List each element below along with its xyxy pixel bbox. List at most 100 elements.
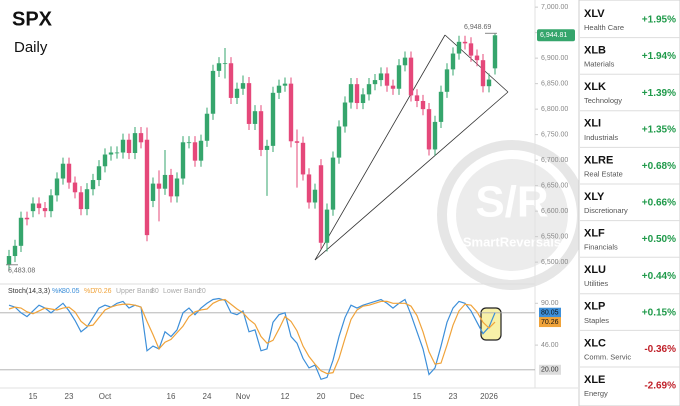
- y-tick-label: 46.00: [541, 342, 559, 349]
- sector-name: Industrials: [584, 133, 618, 142]
- sector-change: +0.15%: [642, 307, 676, 318]
- sector-name: Technology: [584, 96, 622, 105]
- candle-body: [462, 41, 468, 44]
- candle-body: [234, 88, 240, 98]
- legend-text: %D: [84, 288, 95, 295]
- legend-text: 80.05: [62, 288, 80, 295]
- sector-name: Energy: [584, 389, 608, 398]
- candle-body: [408, 57, 414, 96]
- candle-body: [144, 139, 150, 236]
- candle-body: [66, 163, 72, 183]
- candle-body: [420, 100, 426, 110]
- sector-ticker: XLI: [584, 118, 601, 130]
- x-tick-label: Dec: [350, 392, 364, 401]
- x-tick-label: Nov: [236, 392, 250, 401]
- sector-change: -0.36%: [644, 344, 676, 355]
- candle-body: [468, 43, 474, 56]
- candle-body: [342, 102, 348, 127]
- sector-panel: [578, 0, 680, 406]
- sector-ticker: XLC: [584, 337, 606, 349]
- sector-change: +0.50%: [642, 234, 676, 245]
- candle-body: [252, 111, 258, 124]
- candle-body: [48, 195, 54, 212]
- trendline: [314, 34, 446, 261]
- candle-body: [192, 142, 198, 161]
- candle-body: [186, 142, 192, 144]
- y-tick-label: 6,850.00: [541, 80, 568, 87]
- sector-ticker: XLU: [584, 264, 606, 276]
- candle-body: [276, 85, 282, 93]
- candle-body: [390, 85, 396, 89]
- legend-text: Lower Band: [163, 288, 200, 295]
- sector-name: Utilities: [584, 279, 608, 288]
- y-tick-label: 7,000.00: [541, 4, 568, 11]
- annotation-label: 6,483.08: [8, 268, 35, 275]
- sector-ticker: XLE: [584, 374, 605, 386]
- candle-body: [36, 203, 42, 209]
- candle-body: [84, 189, 90, 210]
- sector-name: Materials: [584, 60, 615, 69]
- candle-body: [204, 113, 210, 141]
- candle-body: [486, 79, 492, 87]
- sector-name: Comm. Servic: [584, 352, 631, 361]
- trendline: [314, 91, 509, 261]
- y-tick-label: 6,600.00: [541, 208, 568, 215]
- candle-body: [18, 217, 24, 246]
- candle-body: [24, 217, 30, 220]
- candle-body: [42, 208, 48, 212]
- x-tick-label: 2026: [480, 392, 498, 401]
- x-tick-label: 24: [203, 392, 212, 401]
- candle-body: [492, 35, 498, 69]
- candle-body: [444, 69, 450, 92]
- candle-body: [354, 84, 360, 104]
- candle-body: [324, 209, 330, 243]
- band-badge: [539, 364, 561, 375]
- candle-body: [414, 95, 420, 101]
- band-label: 20.00: [541, 367, 559, 374]
- x-tick-label: 16: [167, 392, 176, 401]
- value-badge-label: 80.05: [541, 310, 559, 317]
- candle-body: [30, 203, 36, 212]
- candle-body: [216, 63, 222, 71]
- candle-body: [348, 84, 354, 103]
- candle-body: [156, 183, 162, 189]
- chart-title: SPX: [12, 8, 53, 30]
- candle-body: [96, 166, 102, 181]
- sector-name: Real Estate: [584, 169, 623, 178]
- watermark-text: SmartReversals: [463, 234, 561, 249]
- sector-ticker: XLP: [584, 301, 605, 313]
- y-tick-label: 6,550.00: [541, 233, 568, 240]
- candle-body: [426, 109, 432, 150]
- chart-subtitle: Daily: [14, 39, 48, 56]
- candle-body: [132, 133, 138, 154]
- candle-body: [210, 70, 216, 114]
- candle-body: [258, 111, 264, 150]
- annotation-label: 6,948.69: [464, 24, 491, 31]
- candle-body: [174, 178, 180, 197]
- sector-change: +0.66%: [642, 198, 676, 209]
- sector-name: Financials: [584, 243, 618, 252]
- candle-body: [180, 142, 186, 179]
- candle-body: [6, 256, 12, 265]
- sector-ticker: XLF: [584, 228, 605, 240]
- candle-body: [336, 126, 342, 158]
- candle-body: [264, 145, 270, 150]
- legend-text: Upper Band: [116, 288, 153, 295]
- sector-ticker: XLB: [584, 45, 606, 57]
- x-tick-label: 15: [29, 392, 38, 401]
- sector-ticker: XLRE: [584, 154, 613, 166]
- candle-body: [402, 57, 408, 66]
- candle-body: [60, 163, 66, 179]
- legend-text: %K: [52, 288, 63, 295]
- candle-body: [480, 60, 486, 87]
- y-tick-label: 90.00: [541, 300, 559, 307]
- sector-change: +1.94%: [642, 51, 676, 62]
- candle-body: [162, 174, 168, 189]
- candle-body: [114, 152, 120, 154]
- candle-body: [90, 180, 96, 190]
- candle-body: [222, 63, 228, 65]
- candle-body: [78, 192, 84, 210]
- y-tick-label: 6,650.00: [541, 182, 568, 189]
